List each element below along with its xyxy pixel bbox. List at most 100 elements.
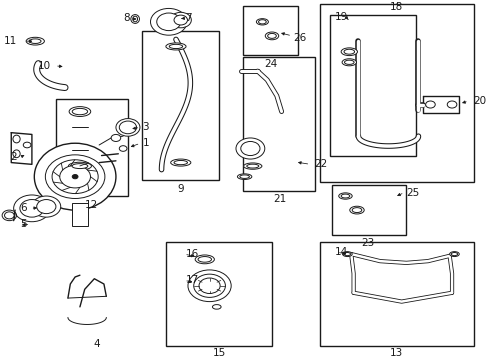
Ellipse shape xyxy=(237,174,251,180)
Ellipse shape xyxy=(34,143,116,210)
Ellipse shape xyxy=(72,164,88,168)
Ellipse shape xyxy=(267,33,276,39)
Ellipse shape xyxy=(26,37,44,45)
Ellipse shape xyxy=(341,48,357,55)
Text: 3: 3 xyxy=(142,122,149,132)
Text: 25: 25 xyxy=(406,188,419,198)
Circle shape xyxy=(37,199,56,213)
Text: 8: 8 xyxy=(123,13,130,23)
Bar xyxy=(319,4,473,182)
Circle shape xyxy=(119,146,127,151)
Ellipse shape xyxy=(256,19,268,25)
Ellipse shape xyxy=(258,20,265,24)
Circle shape xyxy=(45,155,105,198)
Ellipse shape xyxy=(69,107,91,117)
Ellipse shape xyxy=(131,15,139,23)
Circle shape xyxy=(2,210,17,221)
Text: 23: 23 xyxy=(361,238,374,248)
Ellipse shape xyxy=(264,32,278,40)
Bar xyxy=(243,6,298,55)
Text: 1: 1 xyxy=(142,138,149,148)
Ellipse shape xyxy=(212,305,221,309)
Ellipse shape xyxy=(338,193,351,199)
Ellipse shape xyxy=(165,43,185,50)
Text: 5: 5 xyxy=(20,219,27,229)
Ellipse shape xyxy=(449,252,458,257)
Text: 14: 14 xyxy=(334,247,347,257)
Ellipse shape xyxy=(13,135,20,143)
Circle shape xyxy=(116,118,140,136)
Text: 18: 18 xyxy=(389,3,403,13)
Text: 15: 15 xyxy=(212,348,225,359)
Text: 22: 22 xyxy=(314,159,327,169)
Bar xyxy=(319,242,473,346)
Circle shape xyxy=(111,134,121,141)
Text: 11: 11 xyxy=(4,36,18,46)
Bar xyxy=(331,185,406,235)
Ellipse shape xyxy=(169,44,183,49)
Circle shape xyxy=(174,15,187,25)
Text: 10: 10 xyxy=(38,61,51,71)
Ellipse shape xyxy=(344,49,354,54)
Ellipse shape xyxy=(68,162,91,170)
Bar xyxy=(72,203,88,226)
Circle shape xyxy=(157,13,181,31)
Text: 6: 6 xyxy=(20,203,27,213)
Text: 2: 2 xyxy=(10,152,17,162)
Ellipse shape xyxy=(239,175,249,179)
Circle shape xyxy=(425,101,434,108)
Circle shape xyxy=(199,278,220,293)
Circle shape xyxy=(170,12,191,28)
Ellipse shape xyxy=(170,159,190,166)
Ellipse shape xyxy=(243,163,262,169)
Text: 4: 4 xyxy=(93,339,100,349)
Bar xyxy=(243,57,315,191)
Circle shape xyxy=(72,175,78,179)
Ellipse shape xyxy=(349,206,364,214)
Ellipse shape xyxy=(174,161,187,165)
Circle shape xyxy=(240,141,260,156)
Circle shape xyxy=(4,212,14,219)
Circle shape xyxy=(23,142,31,148)
Text: 20: 20 xyxy=(473,96,486,106)
Circle shape xyxy=(14,195,50,222)
Ellipse shape xyxy=(341,194,349,198)
Text: 17: 17 xyxy=(185,275,199,285)
Ellipse shape xyxy=(342,252,351,257)
Circle shape xyxy=(150,8,186,35)
Ellipse shape xyxy=(198,257,211,262)
Text: 21: 21 xyxy=(273,194,286,204)
Ellipse shape xyxy=(344,252,350,256)
Bar xyxy=(166,242,271,346)
Text: 16: 16 xyxy=(185,249,199,259)
Ellipse shape xyxy=(246,164,258,168)
Circle shape xyxy=(20,199,44,217)
Text: 19: 19 xyxy=(334,12,347,22)
Ellipse shape xyxy=(132,16,137,22)
Bar xyxy=(56,99,128,196)
Circle shape xyxy=(187,270,231,302)
Text: 12: 12 xyxy=(85,199,99,210)
Circle shape xyxy=(193,274,225,297)
Ellipse shape xyxy=(13,150,20,158)
Text: 7: 7 xyxy=(185,13,192,23)
Text: 24: 24 xyxy=(264,59,277,69)
Circle shape xyxy=(60,165,90,188)
Ellipse shape xyxy=(351,208,361,212)
Circle shape xyxy=(119,121,136,134)
Ellipse shape xyxy=(72,108,87,115)
Ellipse shape xyxy=(450,252,457,256)
Text: 9: 9 xyxy=(177,184,183,194)
Circle shape xyxy=(32,196,61,217)
Ellipse shape xyxy=(29,39,41,44)
Circle shape xyxy=(236,138,264,159)
Text: 13: 13 xyxy=(389,348,403,359)
Text: 26: 26 xyxy=(293,33,306,42)
Circle shape xyxy=(447,101,456,108)
Ellipse shape xyxy=(344,60,353,64)
Circle shape xyxy=(52,160,98,194)
Ellipse shape xyxy=(195,255,214,264)
Bar xyxy=(329,15,415,156)
Ellipse shape xyxy=(342,59,356,66)
Bar xyxy=(142,31,219,180)
